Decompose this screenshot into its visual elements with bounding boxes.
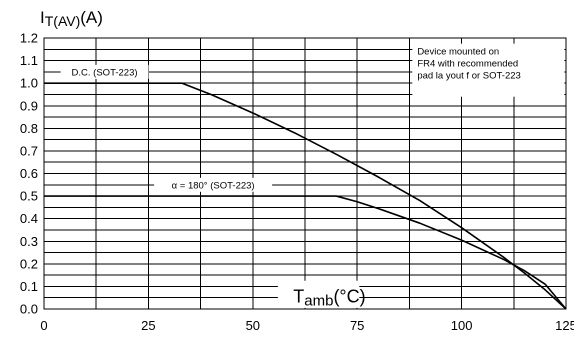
x-tick-label: 125 (555, 318, 574, 333)
x-tick-label: 75 (350, 318, 364, 333)
series-lines (44, 82, 567, 310)
series-labels: D.C. (SOT-223) α = 180° (SOT-223) (60, 64, 273, 192)
note-line: pad la yout f or SOT-223 (417, 71, 521, 82)
series-line-1 (44, 195, 567, 310)
series-label-bg (60, 64, 149, 79)
y-tick-label: 0.6 (20, 166, 38, 181)
y-tick-label: 0.4 (20, 211, 38, 226)
y-tick-label: 1.1 (20, 53, 38, 68)
x-tick-label: 100 (451, 318, 473, 333)
y-tick-label: 0.3 (20, 234, 38, 249)
series-line-0 (44, 82, 567, 310)
x-tick-label: 0 (40, 318, 47, 333)
x-axis-title: Tamb(°C) (293, 287, 365, 310)
y-tick-label: 1.2 (20, 31, 38, 46)
note-line: FR4 with recommended (417, 59, 518, 70)
x-tick-label: 25 (141, 318, 155, 333)
plot-frame (43, 37, 567, 310)
axis-titles: IT(AV)(A) Tamb(°C) (40, 8, 366, 310)
series-label-0: D.C. (SOT-223) (72, 67, 138, 78)
y-tick-label: 1.0 (20, 76, 38, 91)
y-tick-label: 0.0 (20, 302, 38, 317)
y-axis-title: IT(AV)(A) (40, 8, 103, 29)
y-tick-label: 0.7 (20, 143, 38, 158)
y-tick-label: 0.8 (20, 121, 38, 136)
y-tick-label: 0.1 (20, 279, 38, 294)
note-line: Device mounted on (417, 47, 499, 58)
series-label-1: α = 180° (SOT-223) (172, 180, 255, 191)
y-tick-label: 0.9 (20, 98, 38, 113)
tick-labels: 0.0 0.1 0.2 0.3 0.4 0.5 0.6 0.7 0.8 0.9 1.0 1.1 1.2 0… (20, 31, 574, 334)
series-label-bg (154, 177, 273, 192)
y-tick-label: 0.5 (20, 189, 38, 204)
y-tick-label: 0.2 (20, 256, 38, 271)
note-box (412, 43, 565, 97)
x-tick-label: 50 (246, 318, 260, 333)
x-axis-title-bg (277, 280, 360, 308)
